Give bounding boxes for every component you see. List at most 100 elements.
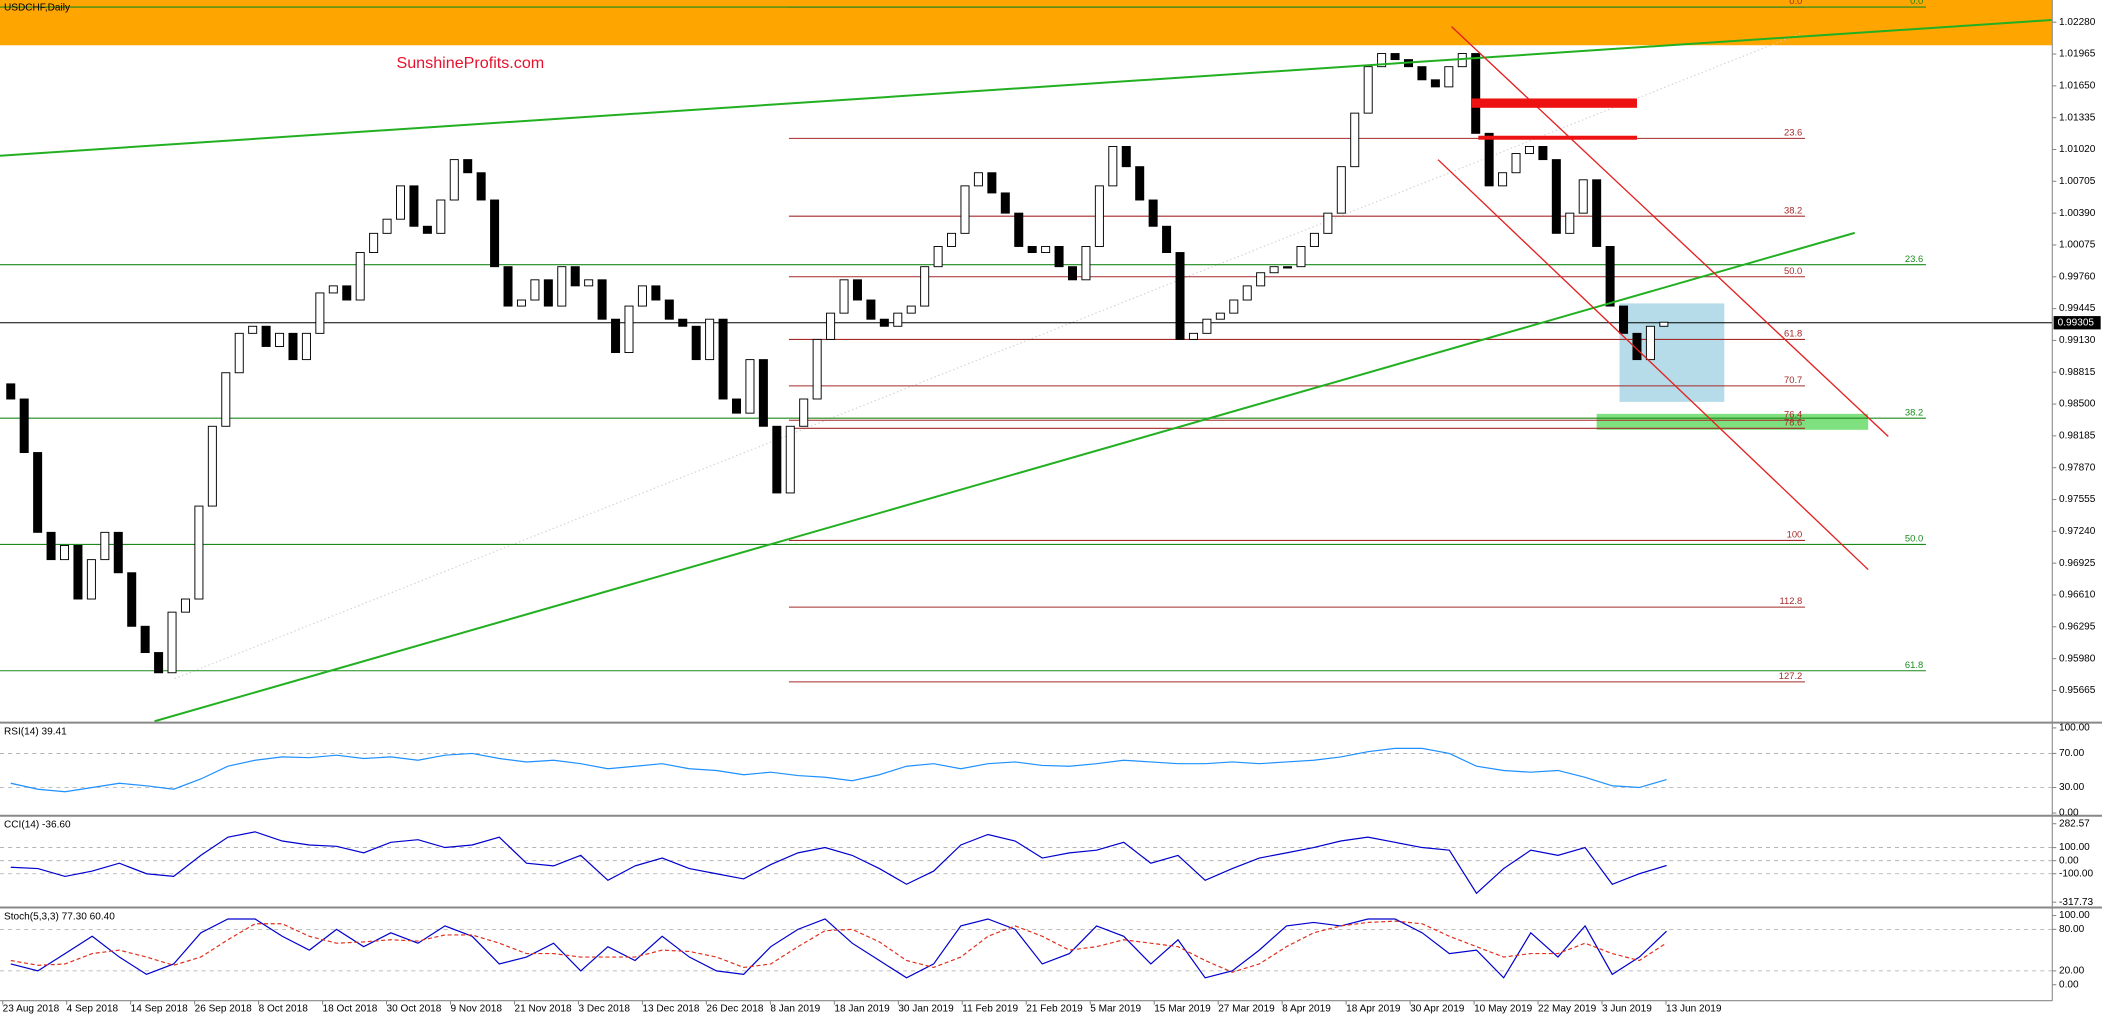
candle-body <box>920 266 930 307</box>
candle-body <box>355 252 365 301</box>
candle-body <box>301 332 311 361</box>
candle-body <box>207 425 217 507</box>
candle-body <box>476 172 486 201</box>
candle-body <box>1175 252 1185 340</box>
candle-body <box>758 359 768 427</box>
y-tick-label: 0.99760 <box>2059 271 2096 282</box>
candle-body <box>557 266 567 307</box>
x-tick-label: 8 Oct 2018 <box>259 1003 309 1014</box>
x-tick-label: 8 Apr 2019 <box>1282 1003 1331 1014</box>
candle-body <box>1619 305 1629 334</box>
fib-label: 61.8 <box>1905 660 1923 670</box>
candle-body <box>1417 66 1427 81</box>
y-tick-label: 1.01965 <box>2059 49 2096 60</box>
candle-body <box>1578 179 1588 214</box>
candle-body <box>1551 159 1561 234</box>
candle-body <box>422 225 432 234</box>
candle-body <box>1269 266 1279 274</box>
candle-body <box>785 425 795 494</box>
x-tick-label: 15 Mar 2019 <box>1154 1003 1211 1014</box>
candle-body <box>799 398 809 427</box>
candle-body <box>409 185 419 227</box>
y-tick-label: 1.00705 <box>2059 176 2096 187</box>
candle-body <box>328 285 338 294</box>
y-tick-label: -100.00 <box>2059 868 2094 879</box>
x-tick-label: 11 Feb 2019 <box>962 1003 1018 1014</box>
y-tick-label: 100.00 <box>2059 842 2090 853</box>
candle-body <box>1444 66 1454 88</box>
x-tick-label: 5 Mar 2019 <box>1090 1003 1141 1014</box>
candle-body <box>705 318 715 361</box>
y-tick-label: 30.00 <box>2059 782 2085 793</box>
y-tick-label: 100.00 <box>2059 910 2090 921</box>
candle-body <box>1363 66 1373 114</box>
chart-title: USDCHF,Daily <box>4 3 70 14</box>
candle-body <box>1565 212 1575 234</box>
x-tick-label: 22 May 2019 <box>1538 1003 1597 1014</box>
candle-body <box>1484 132 1494 187</box>
candle-body <box>1094 185 1104 247</box>
fib-label: 112.8 <box>1779 596 1802 606</box>
x-tick-label: 26 Dec 2018 <box>706 1003 764 1014</box>
last-price-box <box>2053 316 2101 330</box>
y-tick-label: 1.01650 <box>2059 81 2096 92</box>
y-tick-label: 20.00 <box>2059 966 2085 977</box>
candle-body <box>516 299 526 307</box>
green-zone <box>1596 413 1869 430</box>
y-tick-label: 70.00 <box>2059 748 2085 759</box>
panel-title: CCI(14) -36.60 <box>4 820 71 831</box>
candle-body <box>893 312 903 327</box>
candle-body <box>678 318 688 327</box>
candle-body <box>651 285 661 301</box>
y-tick-label: 0.00 <box>2059 855 2079 866</box>
levels-layer <box>0 6 2053 972</box>
candle-body <box>1027 246 1037 254</box>
candle-body <box>449 159 459 201</box>
x-tick-label: 21 Feb 2019 <box>1026 1003 1083 1014</box>
x-tick-label: 10 May 2019 <box>1474 1003 1533 1014</box>
channel-lower <box>1437 159 1869 571</box>
fib-label: 38.2 <box>1905 407 1923 417</box>
fib-label: 23.6 <box>1784 128 1802 138</box>
candle-body <box>933 246 943 268</box>
x-tick-label: 14 Sep 2018 <box>131 1003 189 1014</box>
candle-body <box>1430 79 1440 88</box>
candle-body <box>1000 192 1010 214</box>
fib-label: 0.0 <box>1910 0 1923 6</box>
y-tick-label: 0.98185 <box>2059 431 2096 442</box>
y-tick-label: 282.57 <box>2059 818 2090 829</box>
candle-body <box>1081 246 1091 281</box>
candle-body <box>503 266 513 307</box>
candle-body <box>154 652 164 674</box>
candle-body <box>288 332 298 361</box>
y-tick-label: 0.97555 <box>2059 494 2096 505</box>
x-tick-label: 3 Jun 2019 <box>1602 1003 1652 1014</box>
x-tick-label: 13 Jun 2019 <box>1666 1003 1722 1014</box>
y-tick-label: 0.96295 <box>2059 621 2096 632</box>
candle-body <box>1202 318 1212 334</box>
x-tick-label: 4 Sep 2018 <box>67 1003 119 1014</box>
candle-body <box>1605 246 1615 307</box>
candle-body <box>1296 246 1306 268</box>
candle-body <box>906 305 916 314</box>
x-tick-label: 8 Jan 2019 <box>770 1003 820 1014</box>
fib-label: 0.0 <box>1789 0 1802 6</box>
candle-body <box>611 318 621 354</box>
fib-label: 38.2 <box>1784 205 1802 215</box>
y-tick-label: 0.97870 <box>2059 462 2096 473</box>
fib-label: 100 <box>1787 530 1803 540</box>
candle-body <box>167 611 177 674</box>
candle-body <box>812 338 822 400</box>
candle-body <box>221 372 231 427</box>
y-tick-label: 0.98815 <box>2059 367 2096 378</box>
x-tick-label: 18 Oct 2018 <box>323 1003 378 1014</box>
candle-body <box>1108 146 1118 187</box>
candle-body <box>73 545 83 600</box>
candle-body <box>637 285 647 307</box>
candle-body <box>530 279 540 301</box>
y-tick-label: 0.00 <box>2059 979 2079 990</box>
candle-body <box>19 398 29 454</box>
candle-body <box>1498 172 1508 187</box>
candle-body <box>180 598 190 613</box>
y-tick-label: 0.99445 <box>2059 303 2096 314</box>
